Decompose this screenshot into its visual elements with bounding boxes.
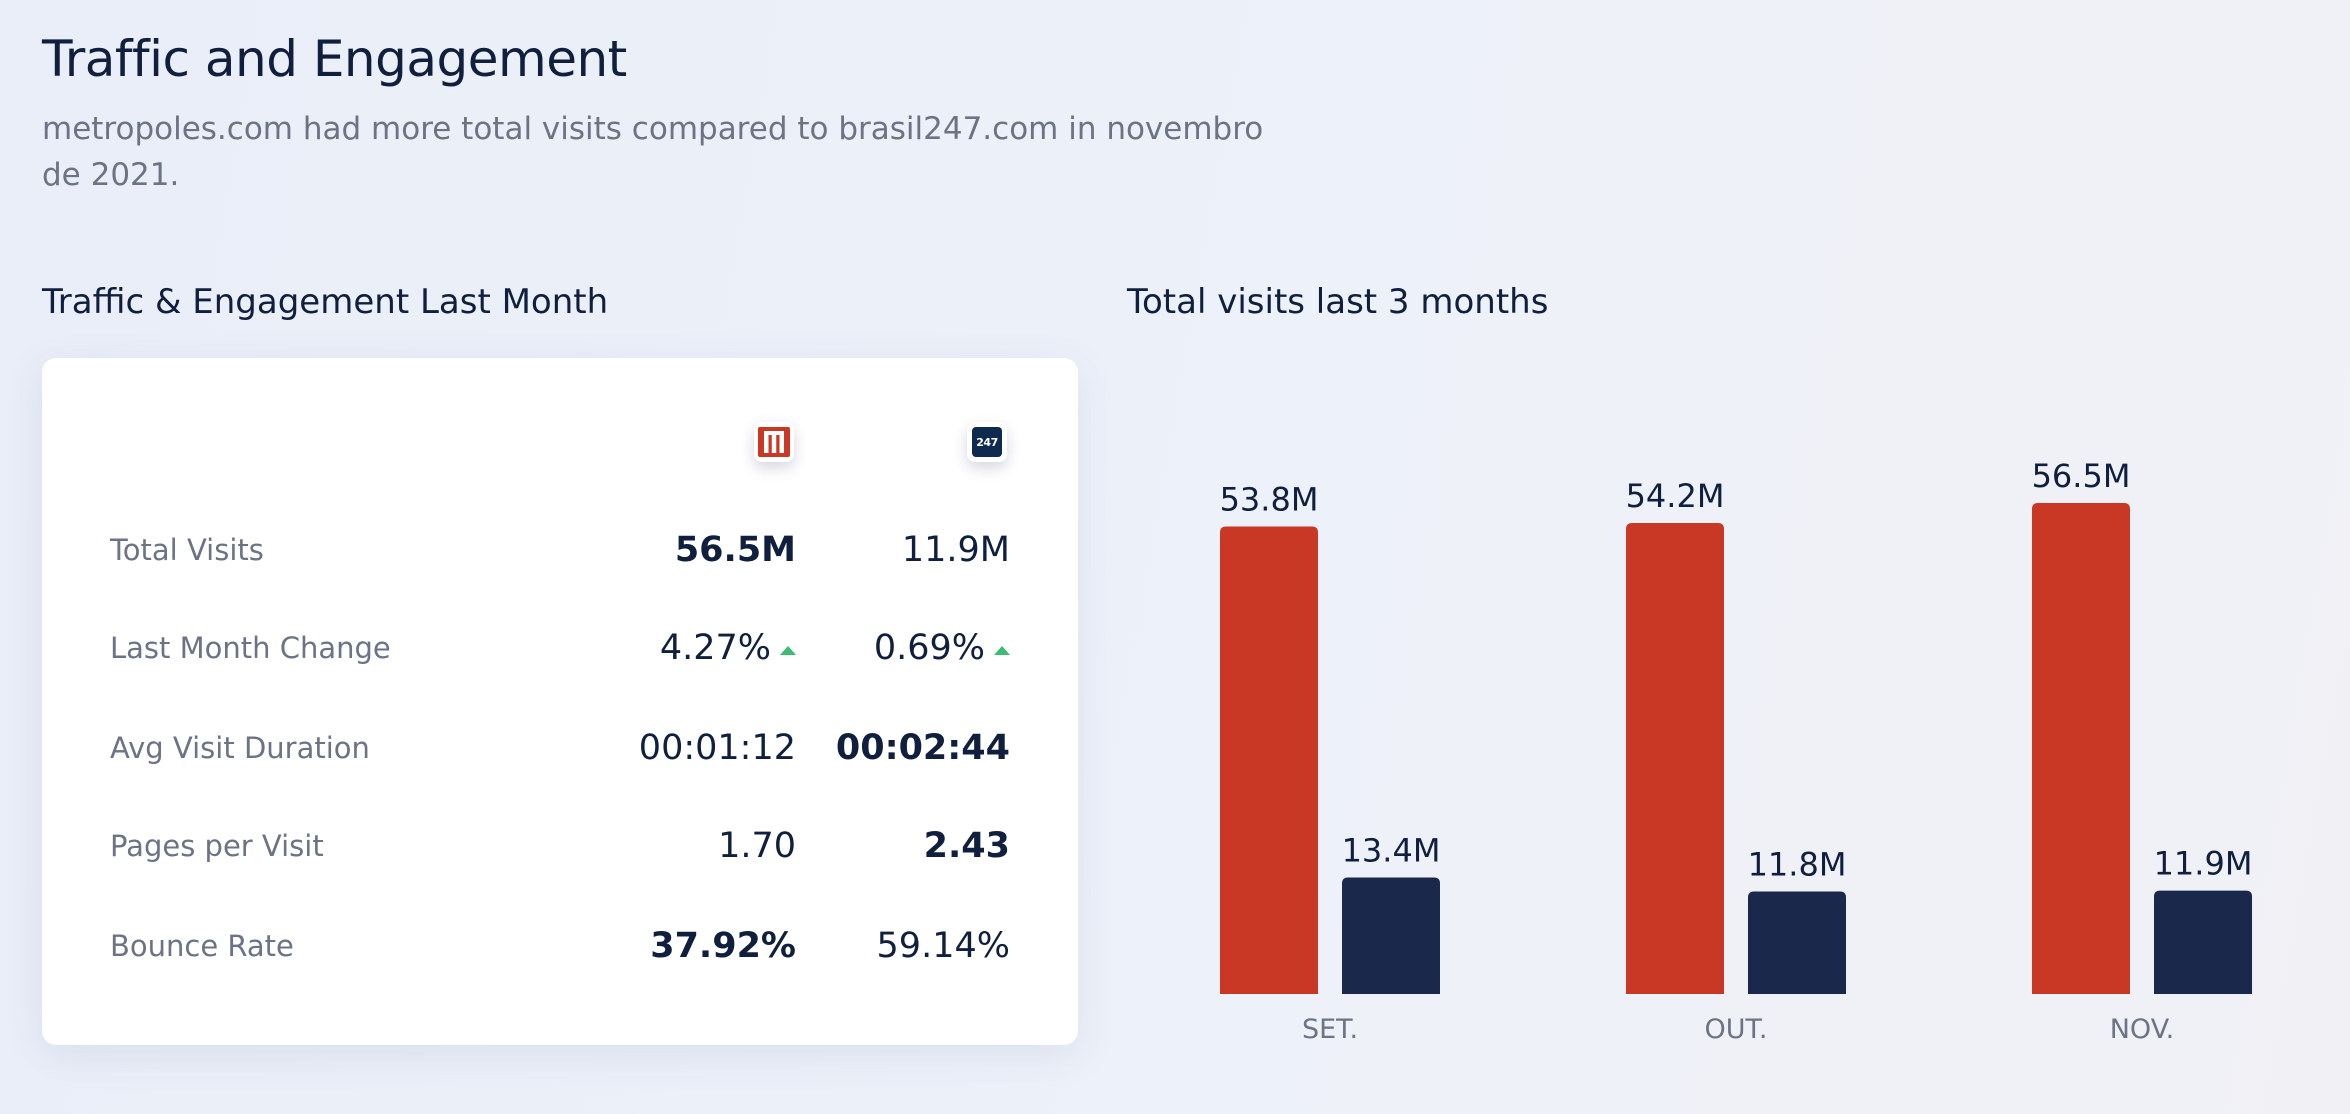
value-text: 11.9M — [901, 530, 1010, 570]
metric-row-total-visits: Total Visits 56.5M 11.9M — [42, 520, 1078, 580]
section-title-traffic-engagement: Traffic & Engagement Last Month — [42, 282, 609, 322]
data-label-brasil247-com-out: 11.8M — [1748, 845, 1847, 883]
data-label-metropoles-com-nov: 56.5M — [2032, 457, 2131, 495]
trend-up-icon — [780, 645, 796, 655]
page-title: Traffic and Engagement — [42, 30, 627, 88]
data-label-brasil247-com-set: 13.4M — [1342, 832, 1441, 870]
metric-row-pages-per-visit: Pages per Visit 1.70 2.43 — [42, 816, 1078, 876]
value-text: 0.69% — [873, 628, 985, 668]
metric-label: Bounce Rate — [110, 929, 294, 963]
x-tick-label-set: SET. — [1302, 1014, 1358, 1045]
bar-metropoles-com-set[interactable] — [1220, 526, 1318, 994]
value-text: 1.70 — [718, 826, 796, 866]
brasil247-logo-text: 247 — [972, 427, 1002, 457]
metric-label: Last Month Change — [110, 631, 391, 665]
metric-label: Total Visits — [110, 533, 264, 567]
metric-row-last-month-change: Last Month Change 4.27% 0.69% — [42, 618, 1078, 678]
metric-value-metropoles: 00:01:12 — [639, 718, 796, 778]
metric-value-brasil247: 00:02:44 — [836, 718, 1010, 778]
value-text: 00:01:12 — [638, 728, 796, 768]
metric-label: Avg Visit Duration — [110, 731, 370, 765]
data-label-metropoles-com-out: 54.2M — [1626, 477, 1725, 515]
value-text: 4.27% — [659, 628, 771, 668]
metric-value-brasil247: 59.14% — [877, 916, 1010, 976]
x-tick-label-out: OUT. — [1705, 1014, 1768, 1045]
traffic-engagement-card: 247 Total Visits 56.5M 11.9M Last Month … — [42, 358, 1078, 1045]
bar-brasil247-com-set[interactable] — [1342, 877, 1440, 994]
data-label-brasil247-com-nov: 11.9M — [2154, 845, 2253, 883]
bar-brasil247-com-nov[interactable] — [2154, 890, 2252, 994]
value-text: 59.14% — [876, 926, 1010, 966]
data-label-metropoles-com-set: 53.8M — [1220, 480, 1319, 518]
metric-label: Pages per Visit — [110, 829, 324, 863]
value-text: 56.5M — [674, 530, 796, 570]
metric-row-bounce-rate: Bounce Rate 37.92% 59.14% — [42, 916, 1078, 976]
value-text: 37.92% — [650, 926, 796, 966]
metric-value-metropoles: 56.5M — [675, 520, 796, 580]
value-text: 2.43 — [923, 826, 1010, 866]
metric-row-avg-visit-duration: Avg Visit Duration 00:01:12 00:02:44 — [42, 718, 1078, 778]
page-subtitle: metropoles.com had more total visits com… — [42, 111, 1264, 193]
bar-metropoles-com-nov[interactable] — [2032, 503, 2130, 994]
trend-up-icon — [994, 645, 1010, 655]
metropoles-logo-icon[interactable] — [754, 422, 794, 462]
metric-value-brasil247: 11.9M — [902, 520, 1010, 580]
metric-value-metropoles: 37.92% — [650, 916, 796, 976]
metric-value-metropoles: 1.70 — [718, 816, 796, 876]
bar-metropoles-com-out[interactable] — [1626, 523, 1724, 994]
section-title-total-visits: Total visits last 3 months — [1127, 282, 1549, 322]
x-tick-label-nov: NOV. — [2110, 1014, 2175, 1045]
metric-value-metropoles: 4.27% — [660, 618, 796, 678]
value-text: 00:02:44 — [835, 728, 1010, 768]
metric-value-brasil247: 0.69% — [874, 618, 1010, 678]
brasil247-logo-icon[interactable]: 247 — [967, 422, 1007, 462]
metric-value-brasil247: 2.43 — [924, 816, 1010, 876]
bar-brasil247-com-out[interactable] — [1748, 891, 1846, 994]
